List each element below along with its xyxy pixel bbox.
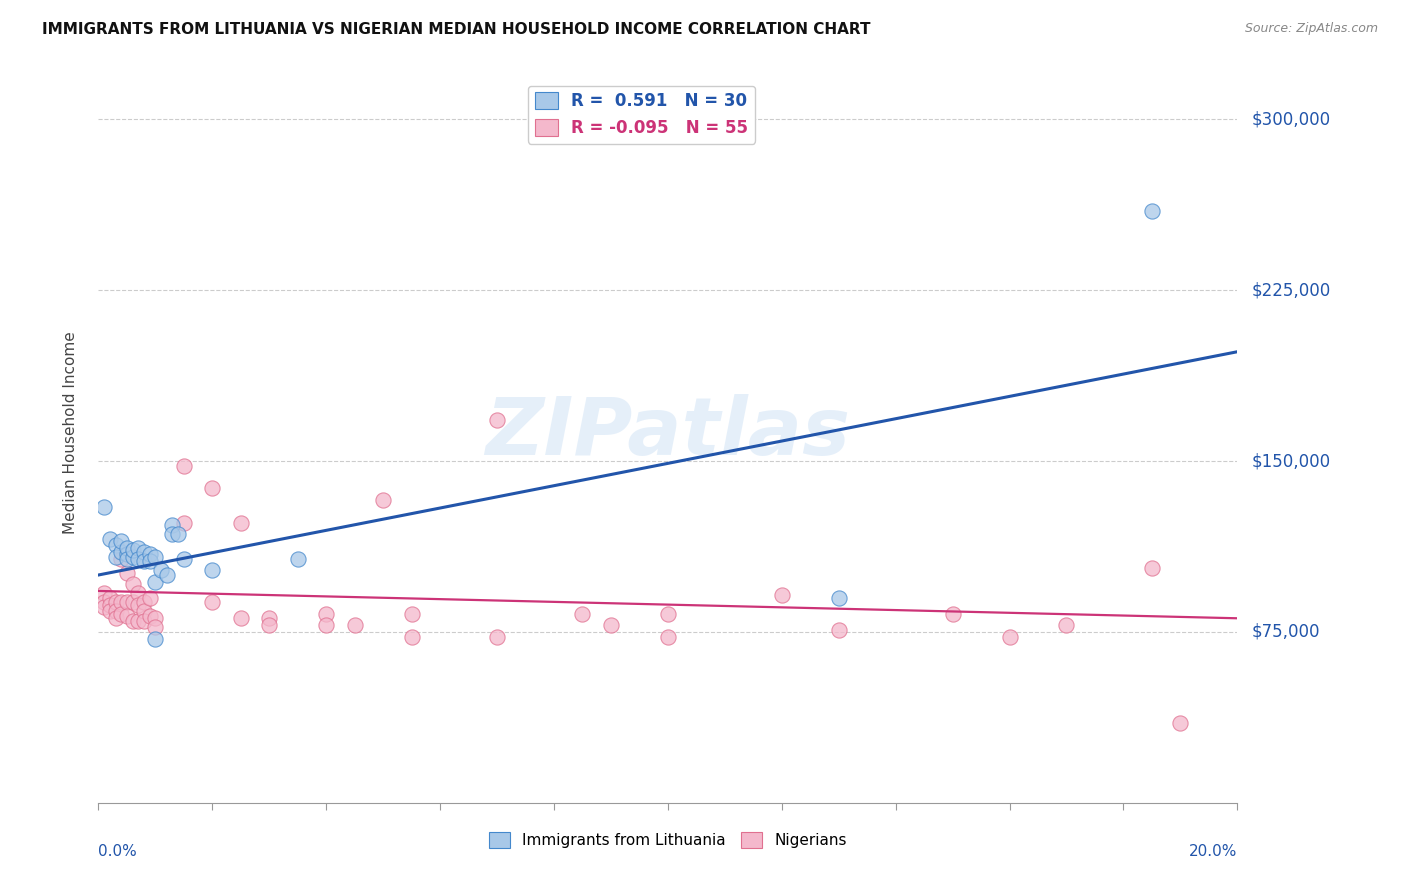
Point — [315, 607, 337, 621]
Point — [828, 623, 851, 637]
Point — [167, 527, 190, 541]
Point — [1056, 618, 1078, 632]
Point — [138, 554, 160, 568]
Point — [315, 618, 337, 632]
Point — [600, 618, 623, 632]
Point — [104, 611, 127, 625]
Point — [121, 614, 143, 628]
Text: $300,000: $300,000 — [1251, 111, 1330, 128]
Point — [132, 554, 155, 568]
Point — [110, 607, 132, 621]
Point — [104, 595, 127, 609]
Point — [1170, 716, 1192, 731]
Point — [115, 595, 138, 609]
Point — [93, 599, 115, 614]
Text: ZIPatlas: ZIPatlas — [485, 393, 851, 472]
Point — [138, 591, 160, 605]
Point — [121, 577, 143, 591]
Point — [1140, 561, 1163, 575]
Point — [162, 517, 184, 532]
Point — [373, 492, 395, 507]
Point — [104, 604, 127, 618]
Point — [110, 552, 132, 566]
Point — [828, 591, 851, 605]
Y-axis label: Median Household Income: Median Household Income — [63, 331, 77, 534]
Point — [93, 595, 115, 609]
Point — [132, 604, 155, 618]
Point — [259, 611, 281, 625]
Point — [229, 516, 252, 530]
Point — [571, 607, 593, 621]
Point — [998, 630, 1021, 644]
Text: $150,000: $150,000 — [1251, 452, 1330, 470]
Point — [115, 609, 138, 624]
Point — [145, 611, 167, 625]
Text: 20.0%: 20.0% — [1189, 844, 1237, 858]
Point — [98, 604, 121, 618]
Point — [121, 549, 143, 564]
Point — [287, 552, 309, 566]
Point — [201, 595, 224, 609]
Point — [145, 549, 167, 564]
Point — [110, 545, 132, 559]
Point — [132, 545, 155, 559]
Point — [486, 413, 509, 427]
Point — [115, 548, 138, 562]
Point — [201, 482, 224, 496]
Point — [173, 552, 195, 566]
Point — [259, 618, 281, 632]
Point — [127, 541, 149, 555]
Point — [93, 586, 115, 600]
Point — [115, 541, 138, 555]
Point — [229, 611, 252, 625]
Point — [401, 607, 423, 621]
Point — [201, 564, 224, 578]
Point — [121, 595, 143, 609]
Point — [98, 532, 121, 546]
Point — [115, 552, 138, 566]
Point — [942, 607, 965, 621]
Text: $225,000: $225,000 — [1251, 281, 1330, 299]
Point — [127, 598, 149, 612]
Point — [486, 630, 509, 644]
Point — [98, 598, 121, 612]
Point — [401, 630, 423, 644]
Point — [127, 614, 149, 628]
Point — [127, 586, 149, 600]
Legend: Immigrants from Lithuania, Nigerians: Immigrants from Lithuania, Nigerians — [482, 826, 853, 855]
Point — [110, 533, 132, 548]
Point — [173, 516, 195, 530]
Point — [343, 618, 366, 632]
Point — [104, 549, 127, 564]
Point — [770, 589, 793, 603]
Text: 0.0%: 0.0% — [98, 844, 138, 858]
Point — [145, 632, 167, 646]
Point — [132, 595, 155, 609]
Point — [110, 595, 132, 609]
Point — [156, 568, 179, 582]
Point — [1140, 203, 1163, 218]
Point — [657, 607, 679, 621]
Point — [93, 500, 115, 514]
Text: $75,000: $75,000 — [1251, 623, 1320, 641]
Point — [121, 543, 143, 558]
Point — [150, 564, 173, 578]
Point — [138, 609, 160, 624]
Point — [657, 630, 679, 644]
Point — [127, 552, 149, 566]
Point — [173, 458, 195, 473]
Point — [145, 574, 167, 589]
Point — [162, 527, 184, 541]
Point — [98, 591, 121, 605]
Point — [132, 614, 155, 628]
Point — [115, 566, 138, 580]
Point — [138, 548, 160, 562]
Text: Source: ZipAtlas.com: Source: ZipAtlas.com — [1244, 22, 1378, 36]
Text: IMMIGRANTS FROM LITHUANIA VS NIGERIAN MEDIAN HOUSEHOLD INCOME CORRELATION CHART: IMMIGRANTS FROM LITHUANIA VS NIGERIAN ME… — [42, 22, 870, 37]
Point — [104, 538, 127, 552]
Point — [145, 620, 167, 634]
